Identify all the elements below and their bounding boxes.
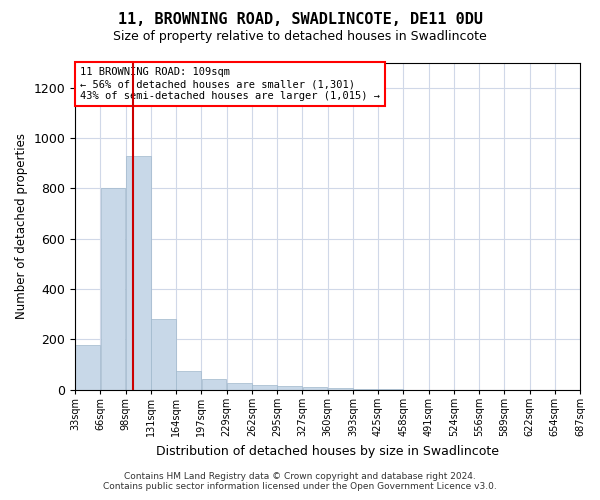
Bar [227, 383, 251, 390]
X-axis label: Distribution of detached houses by size in Swadlincote: Distribution of detached houses by size … [156, 444, 499, 458]
Text: Size of property relative to detached houses in Swadlincote: Size of property relative to detached ho… [113, 30, 487, 43]
Bar [302, 388, 328, 390]
Bar [202, 378, 226, 390]
Bar [151, 320, 176, 390]
Text: 11, BROWNING ROAD, SWADLINCOTE, DE11 0DU: 11, BROWNING ROAD, SWADLINCOTE, DE11 0DU [118, 12, 482, 28]
Bar [353, 389, 378, 390]
Bar [328, 388, 353, 390]
Bar [176, 371, 201, 390]
Bar [277, 386, 302, 390]
Text: 11 BROWNING ROAD: 109sqm
← 56% of detached houses are smaller (1,301)
43% of sem: 11 BROWNING ROAD: 109sqm ← 56% of detach… [80, 68, 380, 100]
Y-axis label: Number of detached properties: Number of detached properties [15, 133, 28, 319]
Bar [101, 188, 125, 390]
Text: Contains HM Land Registry data © Crown copyright and database right 2024.
Contai: Contains HM Land Registry data © Crown c… [103, 472, 497, 491]
Bar [126, 156, 151, 390]
Bar [76, 344, 100, 390]
Bar [252, 386, 277, 390]
